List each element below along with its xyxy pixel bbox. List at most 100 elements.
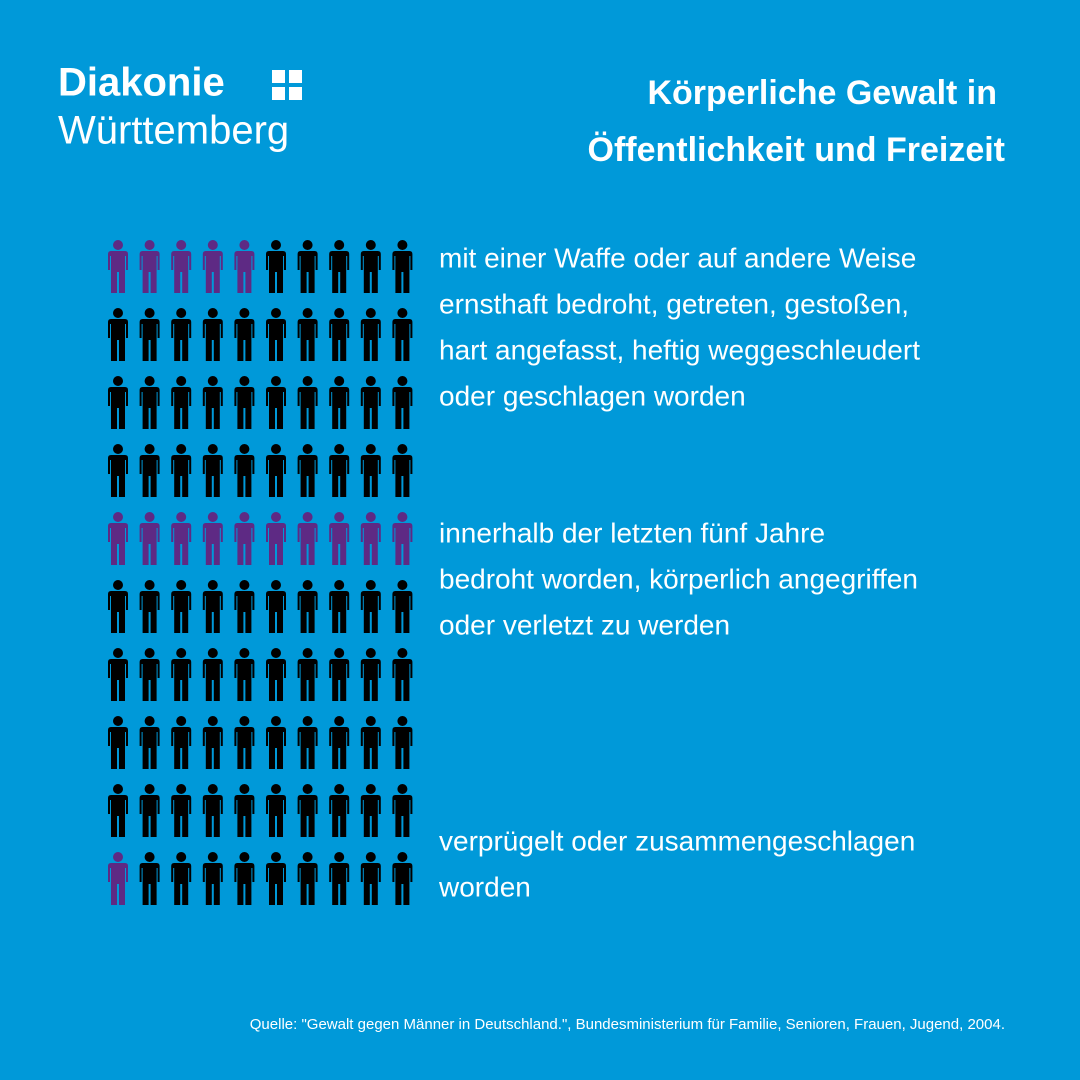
- person-head: [302, 648, 313, 658]
- pictogram: [108, 240, 413, 905]
- person-head: [334, 376, 345, 386]
- person-head: [207, 308, 218, 318]
- person-body: [360, 251, 381, 293]
- person-icon: [266, 852, 286, 905]
- person-body: [202, 591, 223, 633]
- person-head: [176, 444, 187, 454]
- person-icon: [202, 308, 223, 361]
- person-head: [271, 580, 281, 590]
- person-body: [202, 863, 223, 905]
- person-head: [271, 240, 281, 250]
- person-head: [271, 784, 281, 794]
- person-icon: [171, 376, 192, 429]
- person-icon: [297, 376, 318, 429]
- person-icon: [202, 852, 223, 905]
- person-body: [392, 591, 413, 633]
- person-body: [392, 863, 413, 905]
- person-icon: [234, 308, 255, 361]
- person-icon: [360, 852, 381, 905]
- person-head: [302, 716, 313, 726]
- person-body: [266, 319, 286, 361]
- person-body: [329, 387, 350, 429]
- person-body: [108, 727, 128, 769]
- person-body: [139, 319, 160, 361]
- person-body: [202, 319, 223, 361]
- person-head: [302, 308, 313, 318]
- person-head: [302, 852, 313, 862]
- person-icon: [108, 852, 128, 905]
- person-body: [234, 251, 255, 293]
- person-icon: [360, 784, 381, 837]
- statement-line: innerhalb der letzten fünf Jahre: [439, 517, 825, 548]
- person-head: [113, 784, 123, 794]
- person-icon: [202, 444, 223, 497]
- person-icon: [202, 512, 223, 565]
- statements: mit einer Waffe oder auf andere Weise ern…: [438, 242, 920, 902]
- person-icon: [266, 716, 286, 769]
- person-head: [239, 308, 250, 318]
- logo-name: Diakonie: [58, 61, 225, 105]
- person-icon: [234, 716, 255, 769]
- person-icon: [171, 648, 192, 701]
- person-body: [392, 251, 413, 293]
- person-body: [108, 319, 128, 361]
- person-body: [171, 251, 192, 293]
- person-body: [392, 319, 413, 361]
- person-head: [397, 784, 408, 794]
- person-body: [360, 523, 381, 565]
- person-head: [302, 784, 313, 794]
- person-head: [239, 784, 250, 794]
- logo-icon: [272, 70, 302, 100]
- person-icon: [392, 648, 413, 701]
- person-body: [171, 319, 192, 361]
- person-body: [266, 795, 286, 837]
- person-body: [266, 727, 286, 769]
- person-icon: [329, 784, 350, 837]
- person-head: [271, 852, 281, 862]
- person-head: [144, 784, 155, 794]
- person-body: [266, 659, 286, 701]
- person-body: [360, 795, 381, 837]
- person-body: [329, 455, 350, 497]
- person-body: [392, 727, 413, 769]
- person-head: [239, 852, 250, 862]
- person-body: [266, 863, 286, 905]
- person-head: [397, 444, 408, 454]
- person-head: [334, 648, 345, 658]
- person-icon: [171, 308, 192, 361]
- person-icon: [329, 716, 350, 769]
- person-body: [360, 727, 381, 769]
- person-head: [144, 852, 155, 862]
- person-body: [202, 659, 223, 701]
- person-body: [234, 863, 255, 905]
- person-body: [108, 863, 128, 905]
- person-icon: [234, 240, 255, 293]
- person-icon: [360, 716, 381, 769]
- person-icon: [202, 580, 223, 633]
- person-icon: [297, 308, 318, 361]
- person-body: [360, 591, 381, 633]
- person-icon: [360, 444, 381, 497]
- person-head: [397, 308, 408, 318]
- person-head: [397, 512, 408, 522]
- person-icon: [139, 784, 160, 837]
- person-body: [329, 591, 350, 633]
- person-icon: [266, 580, 286, 633]
- person-icon: [171, 716, 192, 769]
- person-body: [202, 387, 223, 429]
- person-icon: [202, 648, 223, 701]
- statement-line: mit einer Waffe oder auf andere Weise: [439, 242, 916, 273]
- person-icon: [360, 376, 381, 429]
- person-body: [392, 659, 413, 701]
- person-body: [297, 387, 318, 429]
- person-icon: [297, 852, 318, 905]
- person-head: [144, 376, 155, 386]
- person-head: [302, 444, 313, 454]
- person-head: [239, 376, 250, 386]
- person-icon: [392, 444, 413, 497]
- person-icon: [171, 240, 192, 293]
- person-body: [171, 591, 192, 633]
- person-icon: [108, 308, 128, 361]
